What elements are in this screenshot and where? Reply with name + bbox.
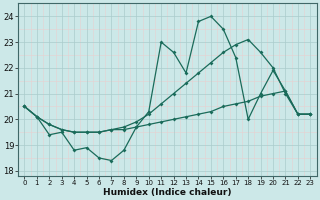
X-axis label: Humidex (Indice chaleur): Humidex (Indice chaleur) bbox=[103, 188, 232, 197]
